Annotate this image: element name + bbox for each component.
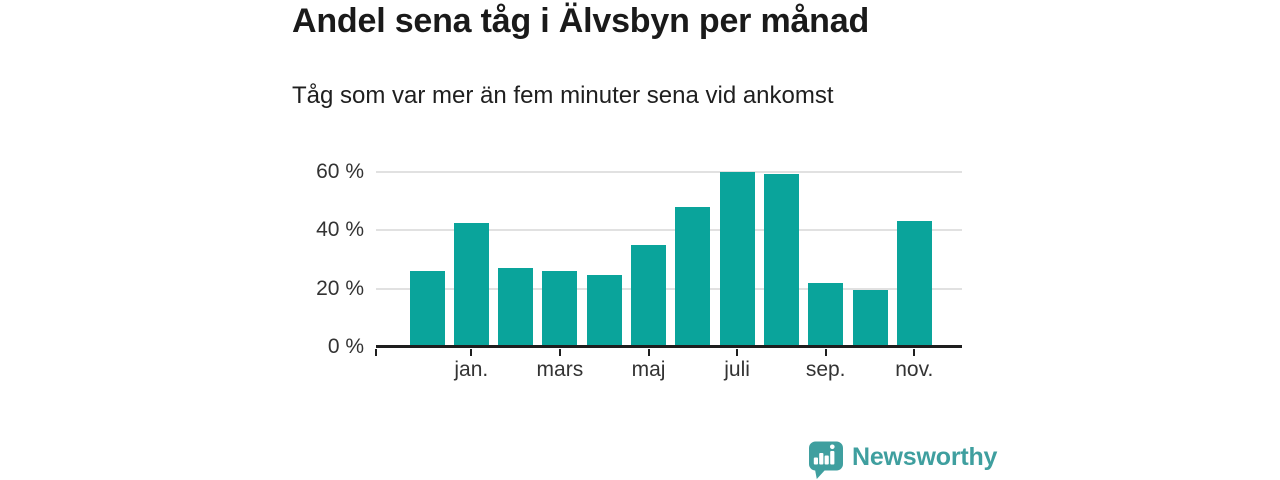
x-tick-label-jan: jan.	[454, 358, 489, 381]
gridline-20	[376, 287, 962, 290]
chart-subtitle: Tåg som var mer än fem minuter sena vid …	[292, 82, 834, 109]
x-axis-line	[376, 345, 962, 348]
axis-tick	[375, 349, 377, 356]
chart-title: Andel sena tåg i Älvsbyn per månad	[292, 2, 870, 40]
axis-tick	[736, 349, 739, 356]
gridline-60	[376, 170, 962, 173]
bar-nov	[896, 221, 932, 347]
y-tick-label-40: 40 %	[316, 218, 364, 241]
plot-area	[375, 150, 962, 356]
axis-tick	[647, 349, 650, 356]
newsworthy-logo: Newsworthy	[807, 440, 997, 480]
x-tick-label-mars: mars	[536, 358, 584, 381]
x-tick-label-juli: juli	[724, 358, 750, 381]
axis-tick	[913, 349, 916, 356]
axis-tick	[558, 349, 561, 356]
bar-feb	[498, 268, 534, 347]
y-tick-label-0: 0 %	[327, 335, 364, 358]
gridline-40	[376, 229, 962, 231]
axis-tick	[824, 349, 827, 356]
bar-juni	[675, 206, 711, 347]
x-tick-label-maj: maj	[631, 358, 666, 381]
y-tick-label-60: 60 %	[316, 159, 364, 183]
bar-maj	[631, 244, 666, 347]
newsworthy-brand-name: Newsworthy	[852, 442, 998, 471]
axis-tick	[470, 349, 473, 356]
bar-jan	[453, 222, 489, 347]
bar-aug	[763, 174, 799, 347]
bar-apr	[586, 275, 622, 347]
speech-bubble-bar-chart-icon	[809, 441, 843, 479]
bar-sep	[808, 282, 844, 347]
x-tick-label-nov: nov.	[895, 358, 934, 381]
bar-juli	[719, 171, 755, 347]
bar-okt	[852, 289, 888, 347]
y-tick-label-20: 20 %	[316, 276, 364, 300]
x-tick-label-sep: sep.	[805, 358, 846, 381]
bar-mars	[542, 270, 578, 347]
bar-dec	[409, 270, 445, 347]
